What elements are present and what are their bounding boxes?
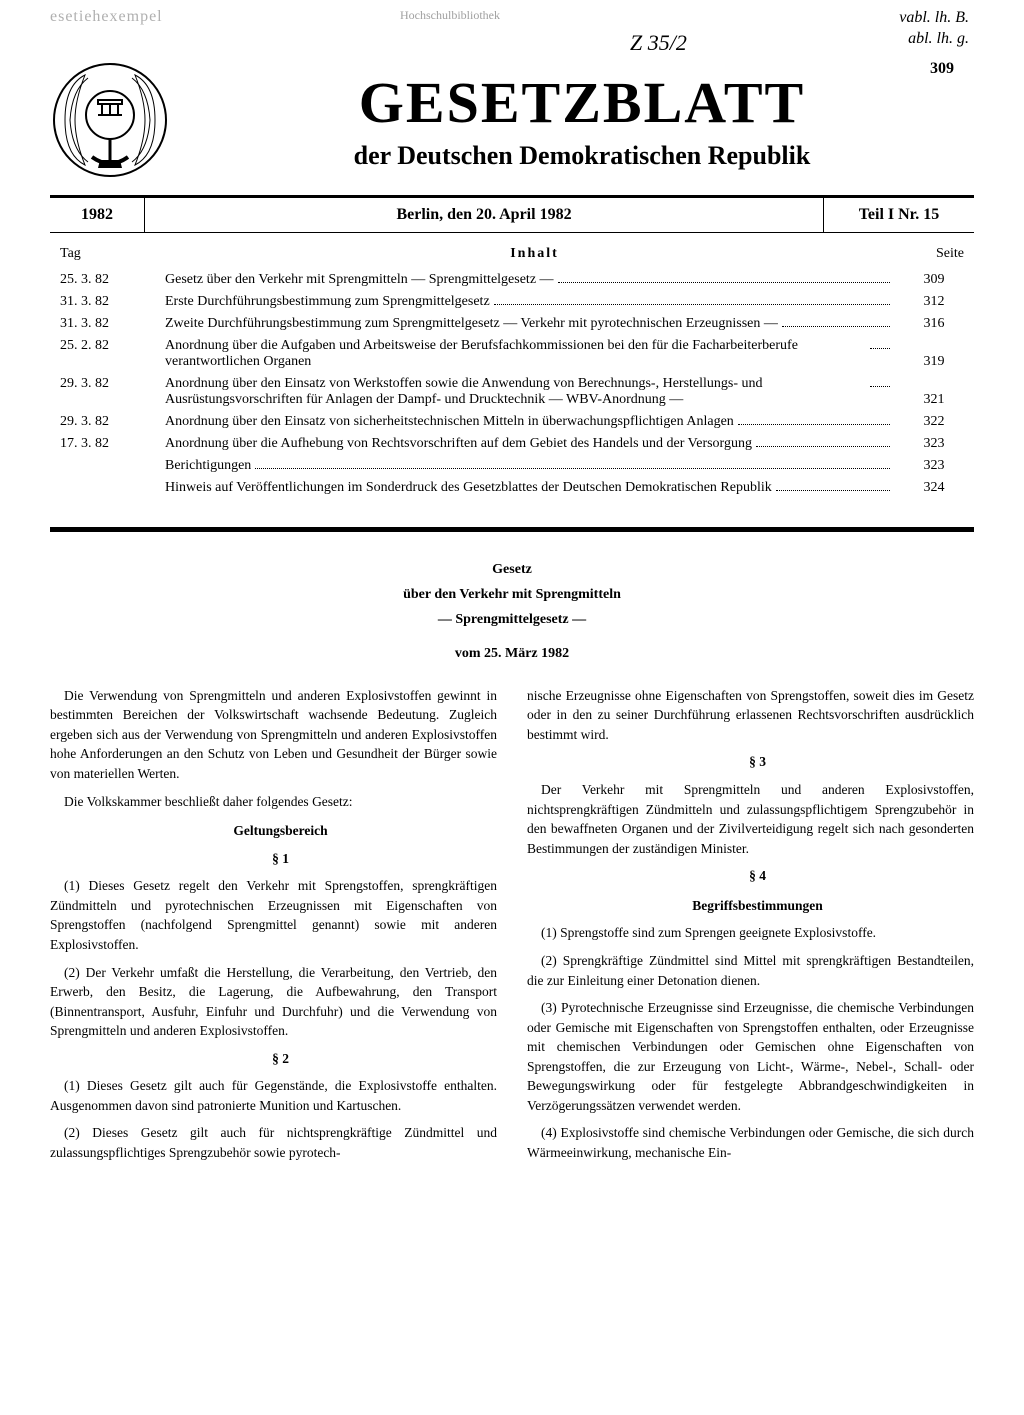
toc-page: 323 xyxy=(904,458,964,474)
toc-entry-text: Anordnung über den Einsatz von Werkstoff… xyxy=(165,376,866,408)
mark-line2: vabl. lh. B. xyxy=(899,8,969,29)
toc-dots xyxy=(782,326,890,327)
mark-line3: abl. lh. g. xyxy=(899,29,969,50)
toc-date: 17. 3. 82 xyxy=(60,436,165,452)
library-line2: Hochschulbibliothek xyxy=(400,8,500,23)
toc-header: Tag Inhalt Seite xyxy=(60,246,964,262)
para-3-1: Der Verkehr mit Sprengmitteln und andere… xyxy=(527,780,974,858)
toc-entry-text: Zweite Durchführungsbestimmung zum Spren… xyxy=(165,316,778,332)
para-4-2: (2) Sprengkräftige Zündmittel sind Mitte… xyxy=(527,951,974,990)
toc-entry: Anordnung über die Aufhebung von Rechtsv… xyxy=(165,436,904,452)
toc-entry: Erste Durchführungsbestimmung zum Spreng… xyxy=(165,294,904,310)
mark-z: Z 35/2 xyxy=(630,30,687,56)
masthead: GESETZBLATT der Deutschen Demokratischen… xyxy=(50,60,974,180)
toc-dots xyxy=(776,490,890,491)
toc-page: 321 xyxy=(904,392,964,408)
para-3-num: § 3 xyxy=(527,752,974,772)
toc-row: Berichtigungen 323 xyxy=(60,458,964,474)
toc-entry-text: Erste Durchführungsbestimmung zum Spreng… xyxy=(165,294,490,310)
toc-row: 25. 2. 82Anordnung über die Aufgaben und… xyxy=(60,338,964,370)
toc-date: 31. 3. 82 xyxy=(60,294,165,310)
toc-entry: Hinweis auf Veröffentlichungen im Sonder… xyxy=(165,480,904,496)
preamble-2: Die Volkskammer beschließt daher folgend… xyxy=(50,792,497,812)
handwritten-marks: vabl. lh. B. abl. lh. g. xyxy=(899,8,969,50)
law-title-1: Gesetz xyxy=(50,557,974,582)
table-of-contents: Tag Inhalt Seite 25. 3. 82Gesetz über de… xyxy=(50,241,974,517)
toc-row: 31. 3. 82Erste Durchführungsbestimmung z… xyxy=(60,294,964,310)
toc-dots xyxy=(738,424,890,425)
toc-page: 322 xyxy=(904,414,964,430)
toc-dots xyxy=(494,304,890,305)
toc-header-content: Inhalt xyxy=(165,246,904,262)
toc-row: 25. 3. 82Gesetz über den Verkehr mit Spr… xyxy=(60,272,964,288)
toc-page: 319 xyxy=(904,354,964,370)
toc-dots xyxy=(756,446,890,447)
para-1-1: (1) Dieses Gesetz regelt den Verkehr mit… xyxy=(50,876,497,954)
toc-page: 324 xyxy=(904,480,964,496)
state-emblem-icon xyxy=(50,60,170,180)
toc-row: 29. 3. 82Anordnung über den Einsatz von … xyxy=(60,376,964,408)
law-title-4: vom 25. März 1982 xyxy=(50,641,974,666)
para-4-4: (4) Explosivstoffe sind chemische Verbin… xyxy=(527,1123,974,1162)
main-title: GESETZBLATT xyxy=(190,69,974,136)
toc-entry-text: Hinweis auf Veröffentlichungen im Sonder… xyxy=(165,480,772,496)
para-2-2: (2) Dieses Gesetz gilt auch für nichtspr… xyxy=(50,1123,497,1162)
toc-date: 29. 3. 82 xyxy=(60,376,165,392)
page-number: 309 xyxy=(930,60,954,78)
toc-date: 29. 3. 82 xyxy=(60,414,165,430)
toc-entry-text: Anordnung über die Aufgaben und Arbeitsw… xyxy=(165,338,866,370)
law-title-2: über den Verkehr mit Sprengmitteln xyxy=(50,582,974,607)
toc-entry-text: Berichtigungen xyxy=(165,458,251,474)
law-title-3: — Sprengmittelgesetz — xyxy=(50,607,974,632)
library-stamp: Hochschulbibliothek xyxy=(400,8,500,23)
toc-entry-text: Anordnung über die Aufhebung von Rechtsv… xyxy=(165,436,752,452)
para-2-num: § 2 xyxy=(50,1049,497,1069)
title-block: GESETZBLATT der Deutschen Demokratischen… xyxy=(190,69,974,171)
toc-entry: Zweite Durchführungsbestimmung zum Spren… xyxy=(165,316,904,332)
toc-entry-text: Anordnung über den Einsatz von sicherhei… xyxy=(165,414,734,430)
toc-page: 316 xyxy=(904,316,964,332)
toc-dots xyxy=(255,468,890,469)
toc-row: 31. 3. 82Zweite Durchführungsbestimmung … xyxy=(60,316,964,332)
toc-entry: Anordnung über den Einsatz von sicherhei… xyxy=(165,414,904,430)
subtitle: der Deutschen Demokratischen Republik xyxy=(190,141,974,171)
preamble-1: Die Verwendung von Sprengmitteln und and… xyxy=(50,686,497,784)
toc-row: 29. 3. 82Anordnung über den Einsatz von … xyxy=(60,414,964,430)
toc-date: 25. 3. 82 xyxy=(60,272,165,288)
toc-header-page: Seite xyxy=(904,246,964,262)
section-4-title: Begriffsbestimmungen xyxy=(527,896,974,916)
toc-entry: Anordnung über den Einsatz von Werkstoff… xyxy=(165,376,904,408)
toc-page: 323 xyxy=(904,436,964,452)
law-header: Gesetz über den Verkehr mit Sprengmittel… xyxy=(50,557,974,666)
toc-page: 312 xyxy=(904,294,964,310)
para-1-num: § 1 xyxy=(50,849,497,869)
toc-row: 17. 3. 82Anordnung über die Aufhebung vo… xyxy=(60,436,964,452)
col2-continuation: nische Erzeugnisse ohne Eigenschaften vo… xyxy=(527,686,974,745)
toc-entry: Gesetz über den Verkehr mit Sprengmittel… xyxy=(165,272,904,288)
para-1-2: (2) Der Verkehr umfaßt die Herstellung, … xyxy=(50,963,497,1041)
toc-page: 309 xyxy=(904,272,964,288)
info-bar: 1982 Berlin, den 20. April 1982 Teil I N… xyxy=(50,195,974,233)
para-4-num: § 4 xyxy=(527,866,974,886)
toc-entry: Anordnung über die Aufgaben und Arbeitsw… xyxy=(165,338,904,370)
toc-entry-text: Gesetz über den Verkehr mit Sprengmittel… xyxy=(165,272,554,288)
section-1-title: Geltungsbereich xyxy=(50,821,497,841)
para-4-3: (3) Pyrotechnische Erzeugnisse sind Erze… xyxy=(527,998,974,1115)
issue-cell: Teil I Nr. 15 xyxy=(824,198,974,232)
toc-dots xyxy=(870,386,890,387)
divider-rule xyxy=(50,527,974,532)
location-date-cell: Berlin, den 20. April 1982 xyxy=(145,198,824,232)
toc-header-date: Tag xyxy=(60,246,165,262)
toc-date: 25. 2. 82 xyxy=(60,338,165,354)
para-4-1: (1) Sprengstoffe sind zum Sprengen geeig… xyxy=(527,923,974,943)
toc-date: 31. 3. 82 xyxy=(60,316,165,332)
toc-dots xyxy=(558,282,890,283)
law-body: Die Verwendung von Sprengmitteln und and… xyxy=(50,686,974,1171)
year-cell: 1982 xyxy=(50,198,145,232)
toc-entry: Berichtigungen xyxy=(165,458,904,474)
para-2-1: (1) Dieses Gesetz gilt auch für Gegenstä… xyxy=(50,1076,497,1115)
toc-dots xyxy=(870,348,890,349)
toc-row: Hinweis auf Veröffentlichungen im Sonder… xyxy=(60,480,964,496)
header-stamp: esetiehexempel xyxy=(50,8,163,26)
